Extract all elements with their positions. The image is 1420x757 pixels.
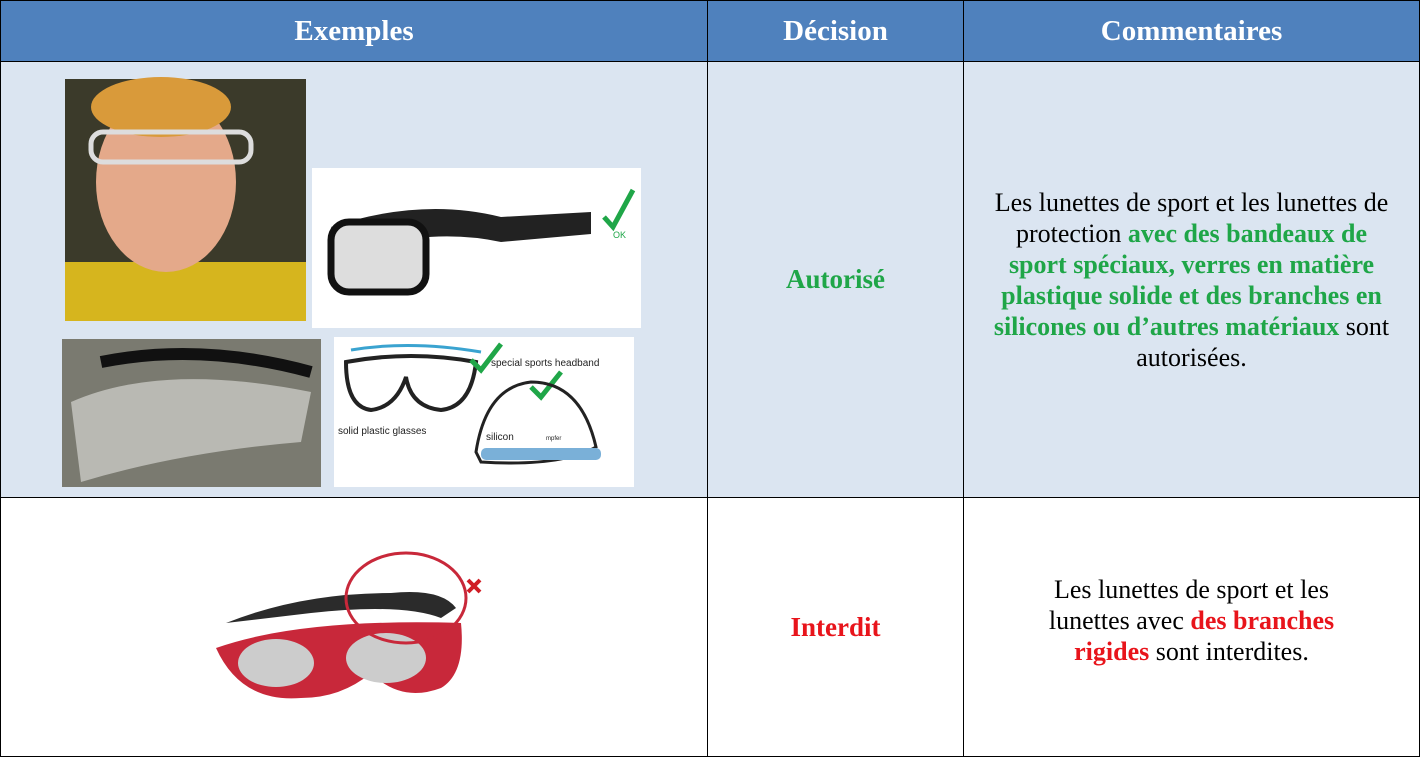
decision: Interdit — [790, 611, 881, 642]
example-images: OK special sports headband solid plastic… — [62, 77, 641, 487]
example-image — [216, 551, 482, 699]
header-cell: Décision — [707, 0, 964, 62]
comment-cell: Les lunettes de sport et les lunettes de… — [963, 61, 1420, 498]
header-cell: Commentaires — [963, 0, 1420, 62]
examples-cell — [0, 497, 708, 757]
image-label: OK — [613, 230, 626, 240]
comment-text: Les lunettes de sport et les lunettes de… — [994, 187, 1389, 248]
comment: Les lunettes de sport et les lunettes av… — [984, 574, 1399, 667]
decision-cell: Autorisé — [707, 61, 964, 498]
image-label: silicon — [486, 432, 514, 443]
comment-highlight: avec des bandeaux de sport spéciaux, ver… — [993, 218, 1382, 341]
comment-cell: Les lunettes de sport et les lunettes av… — [963, 497, 1420, 757]
comment: Les lunettes de sport et les lunettes de… — [984, 187, 1399, 373]
comment-text: sont interdites. — [1149, 636, 1309, 666]
image-label: solid plastic glasses — [338, 426, 426, 437]
examples-cell: OK special sports headband solid plastic… — [0, 61, 708, 498]
comment-text: sont autorisées. — [1136, 311, 1390, 372]
image-label: special sports headband — [491, 358, 599, 369]
decision-cell: Interdit — [707, 497, 964, 757]
comment-highlight: des branches rigides — [1074, 605, 1335, 666]
header-cell: Exemples — [0, 0, 708, 62]
image-label: mpfer — [546, 436, 561, 442]
comment-text: Les lunettes de sport et les lunettes av… — [1048, 574, 1330, 635]
decision: Autorisé — [786, 264, 885, 294]
